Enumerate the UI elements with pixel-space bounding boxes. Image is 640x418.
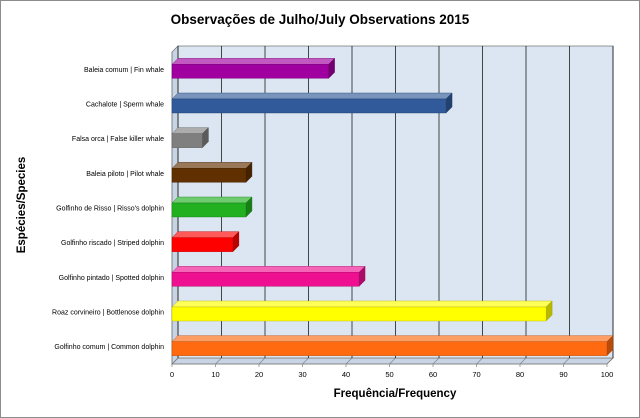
floor-gridline <box>345 357 353 365</box>
bar-top-face <box>171 266 366 273</box>
bar-top-face <box>171 92 453 100</box>
bar <box>171 92 453 114</box>
x-tick-label: 50 <box>385 370 393 379</box>
x-axis-title: Frequência/Frequency <box>333 388 457 400</box>
bar-front-face <box>171 168 247 183</box>
x-tick-label: 80 <box>516 370 524 379</box>
y-category-label: Baleia comum | Fin whale <box>84 67 164 74</box>
bar-front-face <box>171 64 329 79</box>
floor-gridline <box>476 357 483 365</box>
floor-gridline <box>302 357 309 365</box>
x-tick-label: 90 <box>559 370 567 379</box>
bar-top-face <box>171 231 240 238</box>
bar-front-face <box>171 98 447 114</box>
floor-gridline <box>519 357 527 365</box>
y-category-label: Golfinho riscado | Striped dolphin <box>61 240 164 247</box>
x-tick-label: 10 <box>211 370 219 379</box>
bar-front-face <box>171 202 247 218</box>
x-tick-label: 70 <box>472 370 480 379</box>
bar-top-face <box>171 162 253 169</box>
x-tick-label: 60 <box>429 370 437 379</box>
x-tick-label: 0 <box>170 370 174 379</box>
floor-gridline <box>432 357 440 365</box>
y-category-label: Baleia piloto | Pilot whale <box>86 171 164 178</box>
bar <box>171 231 240 253</box>
bar-top-face <box>171 127 209 134</box>
bar-front-face <box>171 306 547 322</box>
floor-gridline <box>389 357 396 365</box>
y-category-label: Golfinho de Risso | Risso's dolphin <box>56 206 164 213</box>
floor-gridline <box>215 357 222 365</box>
x-tick-label: 20 <box>255 370 263 379</box>
floor-gridline <box>258 357 266 365</box>
y-category-label: Falsa orca | False killer whale <box>72 136 164 143</box>
chart-title: Observações de Julho/July Observations 2… <box>170 12 470 27</box>
x-tick-label: 30 <box>298 370 306 379</box>
bar <box>171 300 553 322</box>
y-category-label: Golfinho comum | Common dolphin <box>54 344 164 351</box>
floor-gridline <box>563 357 570 365</box>
y-category-label: Roaz corvineiro | Bottlenose dolphin <box>52 310 164 317</box>
bar <box>171 127 209 149</box>
y-category-label: Cachalote | Sperm whale <box>86 102 164 109</box>
bar <box>171 265 366 287</box>
floor-gridline <box>171 357 179 365</box>
y-category-label: Golfinho pintado | Spotted dolphin <box>59 275 164 282</box>
bar-front-face <box>171 237 234 252</box>
floor-gridline <box>606 357 614 365</box>
x-tick-label: 100 <box>601 370 614 379</box>
bar-front-face <box>171 341 608 356</box>
bar-top-face <box>171 300 553 308</box>
bar-front-face <box>171 133 203 148</box>
bar-top-face <box>171 58 336 65</box>
x-tick-label: 40 <box>342 370 350 379</box>
bar <box>171 196 253 218</box>
bar <box>171 161 253 183</box>
bar-top-face <box>171 335 614 342</box>
bar-front-face <box>171 272 360 287</box>
bar <box>171 335 614 357</box>
bar <box>171 57 336 79</box>
bar-top-face <box>171 196 253 204</box>
